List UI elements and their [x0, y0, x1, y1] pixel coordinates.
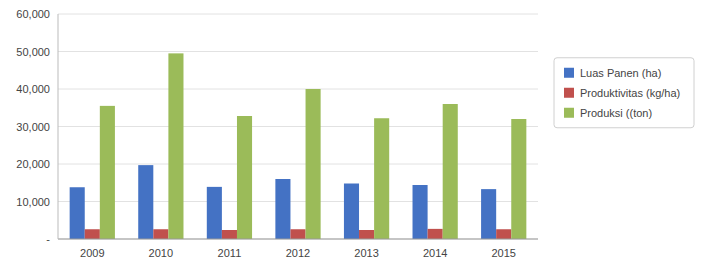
bar [237, 116, 252, 239]
x-tick-label: 2015 [491, 247, 515, 259]
legend-label: Luas Panen (ha) [580, 67, 661, 79]
bar [496, 229, 511, 239]
bar [100, 106, 115, 239]
legend-swatch [564, 108, 574, 118]
bar [70, 187, 85, 239]
bars [70, 53, 527, 239]
bar [481, 189, 496, 239]
x-tick-label: 2014 [423, 247, 447, 259]
y-tick-label: - [46, 233, 50, 245]
grid-line [58, 239, 538, 240]
bar [428, 229, 443, 239]
legend-label: Produktivitas (kg/ha) [580, 87, 680, 99]
y-tick-label: 30,000 [16, 121, 50, 133]
y-tick-label: 40,000 [16, 83, 50, 95]
grid-line [58, 51, 538, 52]
legend-frame [554, 58, 694, 128]
grid-line [58, 14, 538, 15]
chart-container: - 10,000 20,000 30,000 40,000 50,000 60,000 200… [0, 0, 710, 269]
grid-line [58, 126, 538, 127]
bar [511, 119, 526, 239]
bar [207, 187, 222, 239]
y-axis: - 10,000 20,000 30,000 40,000 50,000 60,000 [16, 8, 50, 245]
grid [58, 14, 538, 239]
x-tick-label: 2009 [80, 247, 104, 259]
bar [344, 184, 359, 240]
legend: Luas Panen (ha) Produktivitas (kg/ha) Prod… [554, 58, 694, 128]
bar [290, 229, 305, 239]
x-axis-line [58, 239, 538, 240]
y-tick-label: 50,000 [16, 46, 50, 58]
x-tick-label: 2010 [149, 247, 173, 259]
legend-label: Produksi ((ton) [580, 107, 652, 119]
chart: - 10,000 20,000 30,000 40,000 50,000 60,000 200… [0, 0, 710, 269]
y-axis-line [58, 14, 59, 239]
grid-line [58, 164, 538, 165]
bar [359, 230, 374, 239]
x-axis: 2009 2010 2011 2012 2013 2014 2015 [80, 247, 516, 259]
y-tick-label: 10,000 [16, 196, 50, 208]
bar [443, 104, 458, 239]
bar [85, 229, 100, 239]
bar [138, 165, 153, 239]
bar [153, 229, 168, 239]
legend-swatch [564, 68, 574, 78]
bar [413, 185, 428, 239]
x-tick-label: 2011 [218, 247, 242, 259]
bar [222, 230, 237, 239]
grid-line [58, 201, 538, 202]
legend-swatch [564, 88, 574, 98]
bar [374, 118, 389, 239]
bar [168, 53, 183, 239]
x-tick-label: 2012 [286, 247, 310, 259]
y-tick-label: 60,000 [16, 8, 50, 20]
y-tick-label: 20,000 [16, 158, 50, 170]
bar [306, 89, 321, 239]
x-tick-label: 2013 [354, 247, 378, 259]
bar [275, 179, 290, 239]
grid-line [58, 89, 538, 90]
